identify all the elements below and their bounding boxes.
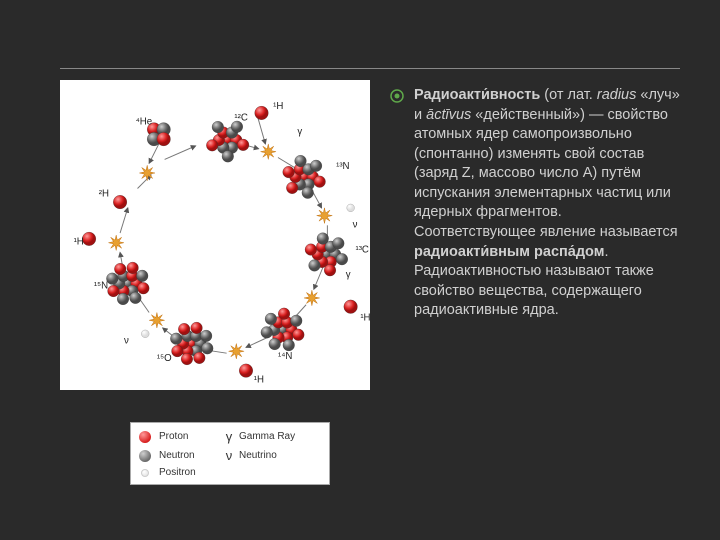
svg-text:ν: ν — [124, 336, 129, 347]
divider — [60, 68, 680, 69]
svg-text:¹⁴N: ¹⁴N — [278, 351, 292, 362]
diagram-area: ¹²C¹³N¹³C¹⁴N¹⁵O¹⁵N⁴He²H¹H¹H¹H¹Hγγνν Prot… — [60, 80, 370, 520]
svg-text:¹³C: ¹³C — [355, 244, 368, 255]
svg-text:¹H: ¹H — [74, 237, 84, 248]
legend-proton-label: Proton — [159, 431, 219, 442]
legend-neutrino-label: Neutrino — [239, 450, 299, 461]
text-column: Радиоакти́вность (от лат. radius «луч» и… — [390, 80, 680, 520]
svg-text:¹H: ¹H — [254, 374, 264, 385]
svg-text:ν: ν — [353, 219, 358, 230]
content-row: ¹²C¹³N¹³C¹⁴N¹⁵O¹⁵N⁴He²H¹H¹H¹H¹Hγγνν Prot… — [60, 80, 680, 520]
term: Радиоакти́вность — [414, 87, 540, 103]
svg-text:⁴He: ⁴He — [136, 117, 153, 128]
legend-neutrino-sym: ν — [219, 448, 239, 463]
svg-text:²H: ²H — [99, 188, 109, 199]
svg-text:¹⁵O: ¹⁵O — [157, 353, 172, 364]
bullet-icon — [390, 89, 404, 103]
svg-text:γ: γ — [297, 126, 302, 137]
cno-cycle-diagram: ¹²C ¹³N ¹³C ¹⁴N ¹⁵O ¹⁵N ⁴He ²H ¹H ¹H ¹H ¹H γ γ ν ν — [60, 80, 370, 390]
legend-gamma-label: Gamma Ray — [239, 431, 299, 442]
svg-text:¹H: ¹H — [273, 101, 283, 112]
legend-neutron-dot — [139, 450, 151, 462]
legend-positron-dot — [141, 469, 149, 477]
svg-text:¹³N: ¹³N — [336, 161, 349, 172]
legend-gamma-sym: γ — [219, 429, 239, 444]
svg-text:¹²C: ¹²C — [234, 113, 247, 124]
legend: Proton γ Gamma Ray Neutron ν Neutrino Po… — [130, 422, 330, 485]
legend-positron-label: Positron — [159, 467, 219, 478]
svg-text:¹⁵N: ¹⁵N — [94, 280, 108, 291]
svg-text:γ: γ — [346, 270, 351, 281]
svg-text:¹H: ¹H — [360, 312, 370, 323]
legend-neutron-label: Neutron — [159, 450, 219, 461]
definition-text: Радиоакти́вность (от лат. radius «луч» и… — [414, 86, 680, 321]
legend-proton-dot — [139, 431, 151, 443]
